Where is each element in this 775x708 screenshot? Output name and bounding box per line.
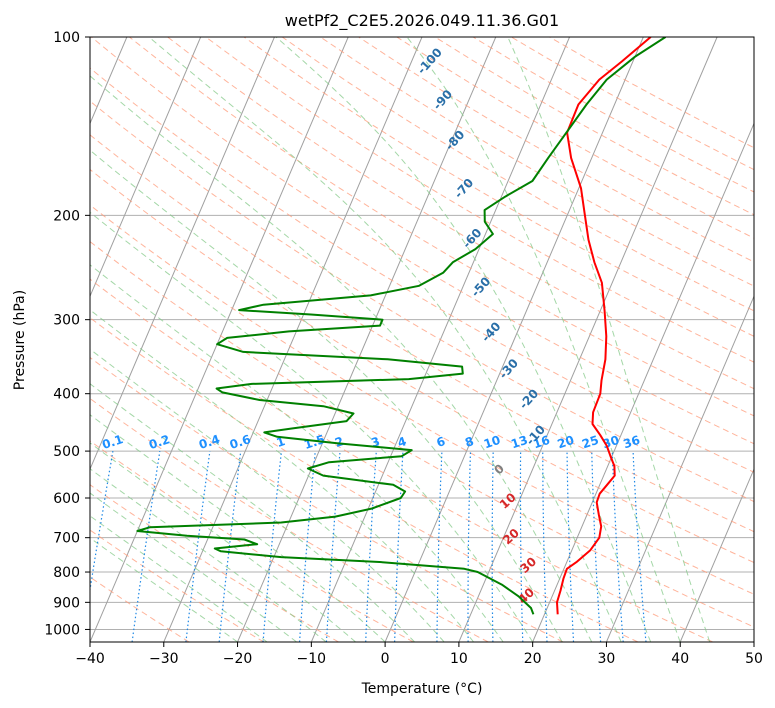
moist-adiabat-line [148,37,622,642]
x-tick-label: −20 [223,651,253,667]
x-axis: −40 −30 −20 −10 0 10 20 30 40 50 [75,642,763,667]
y-tick-label: 100 [53,30,80,46]
mixing-ratio-label: 25 [580,433,600,451]
dry-adiabat-line [90,67,754,473]
isotherm-line [605,295,754,642]
mixing-ratio-line [632,451,647,642]
isotherm-line [237,37,497,642]
moist-adiabat-line [275,37,652,642]
mixing-ratio-label: 10 [482,433,502,451]
mixing-ratio-line [299,451,316,642]
dry-adiabat-line [205,37,754,363]
mixing-ratio-label: 20 [556,433,576,451]
mixing-ratio-label: 16 [531,433,551,451]
dry-adiabat-line [90,204,754,595]
moist-adiabat-line [90,309,474,642]
isotherm-line [163,37,423,642]
y-tick-label: 900 [53,595,80,611]
x-tick-label: 40 [671,651,689,667]
mixing-ratio-label: 6 [435,434,447,450]
chart-title: wetPf2_C2E5.2026.049.11.36.G01 [285,11,559,31]
mixing-ratio-lines: 0.1 0.2 0.4 0.6 1 1.5 2 3 4 6 8 10 13 16 20 25 30 36 [90,432,647,642]
dry-adiabat-line [90,529,265,642]
mixing-ratio-label: 13 [509,433,529,451]
isotherm-line [679,467,754,642]
mixing-ratio-label: 0.6 [228,432,253,452]
x-axis-label: Temperature (°C) [361,681,483,697]
x-tick-label: 30 [598,651,616,667]
y-tick-label: 700 [53,531,80,547]
x-tick-label: −10 [297,651,327,667]
moist-adiabat-line [90,515,268,642]
y-axis: 100 200 300 400 500 600 700 800 900 1000 [44,30,90,638]
mixing-ratio-label: 8 [463,434,475,450]
dry-adiabat-line [90,168,754,564]
isotherm-line [90,37,275,471]
dry-adiabat-line [90,100,754,503]
moist-adiabat-line [90,492,297,642]
dry-adiabat-line [90,278,713,642]
dry-adiabat-line [90,484,339,642]
x-tick-label: 10 [450,651,468,667]
mixing-ratio-label: 1.5 [302,432,327,452]
moist-adiabat-line [90,414,386,642]
x-tick-label: −30 [149,651,179,667]
y-tick-label: 200 [53,208,80,224]
x-tick-label: 50 [745,651,763,667]
moist-adiabat-lines [90,37,711,642]
x-tick-label: 20 [524,651,542,667]
plot-frame [89,36,755,643]
x-tick-label: −40 [75,651,105,667]
dewpoint-profile-line [136,37,667,615]
moist-adiabat-line [90,211,534,642]
mixing-ratio-label: 4 [396,434,408,450]
y-tick-label: 800 [53,565,80,581]
mixing-ratio-label: 30 [601,433,621,451]
moist-adiabat-line [90,149,563,642]
moist-adiabat-line [90,537,238,642]
mixing-ratio-line [131,451,161,642]
dry-adiabat-line [90,317,639,642]
dry-adiabat-line [243,37,754,337]
x-tick-label: 0 [381,651,390,667]
dry-adiabat-lines [90,37,754,642]
temperature-profile-line [556,37,652,615]
y-tick-label: 1000 [44,622,80,638]
y-tick-label: 400 [53,387,80,403]
dry-adiabat-line [129,37,754,417]
mixing-ratio-label: 0.1 [100,432,125,452]
moist-adiabat-line [90,468,327,642]
mixing-ratio-label: 2 [333,434,345,450]
moist-adiabat-line [507,37,711,642]
moist-adiabat-line [406,37,681,642]
mixing-ratio-label: 0.4 [197,432,222,452]
dry-adiabat-line [90,37,754,445]
moist-adiabat-line [90,264,504,642]
isotherm-line [90,37,202,298]
isotherm-line [384,37,644,642]
dry-adiabat-line [90,397,489,642]
sounding-profiles [136,37,667,615]
mixing-ratio-line [185,451,211,642]
mixing-ratio-label: 0.2 [147,432,172,452]
y-tick-label: 300 [53,313,80,329]
mixing-ratio-label: 36 [622,433,642,451]
isotherm-line [458,37,718,642]
moist-adiabat-line [90,383,415,642]
dry-adiabat-line [90,356,564,642]
y-tick-label: 600 [53,491,80,507]
isotherm-line [90,37,349,642]
y-axis-label: Pressure (hPa) [12,290,28,390]
mixing-ratio-line [262,451,283,642]
dry-adiabat-line [90,241,754,628]
y-tick-label: 500 [53,444,80,460]
moist-adiabat-line [90,75,593,642]
mixing-ratio-line [218,451,242,642]
dry-adiabat-line [90,440,414,642]
